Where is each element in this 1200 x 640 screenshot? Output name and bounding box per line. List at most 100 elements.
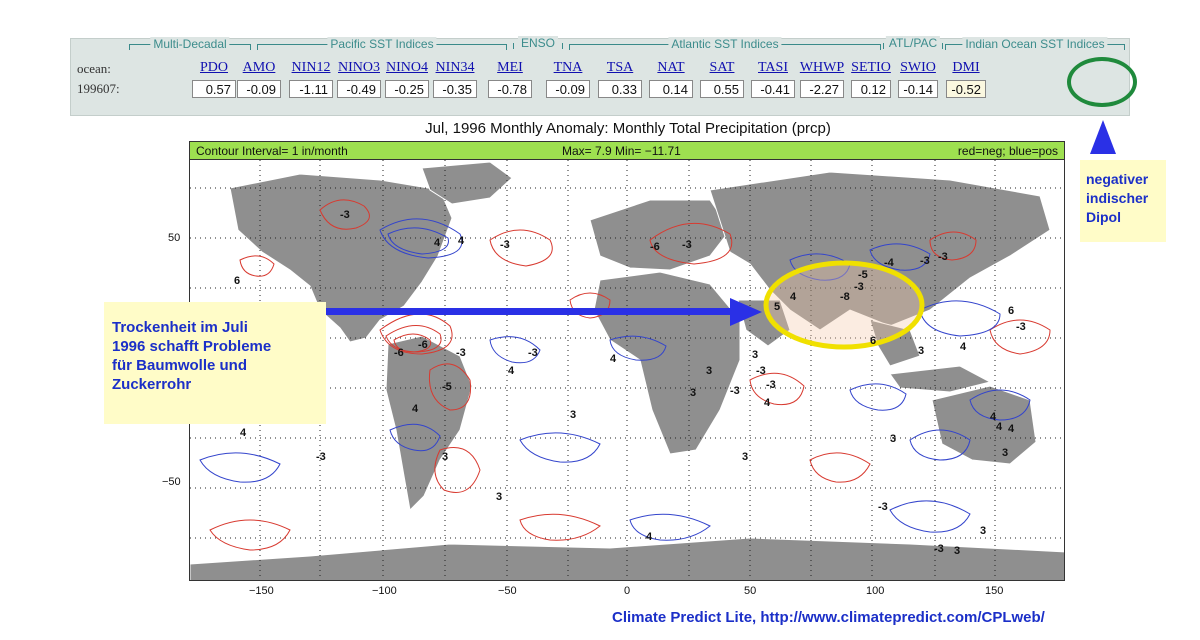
- highlight-ellipse: [763, 260, 925, 350]
- contour-value-label: 3: [690, 387, 696, 399]
- index-link-nino4[interactable]: NINO4: [386, 60, 428, 75]
- contour-value-label: -6: [650, 241, 660, 253]
- contour-value-label: 3: [496, 491, 502, 503]
- dmi-pointer-arrow: [1090, 120, 1116, 154]
- index-value-tna: -0.09: [546, 80, 590, 98]
- contour-value-label: 4: [646, 531, 653, 543]
- greenland-shape: [421, 161, 513, 205]
- contour-value-label: 6: [234, 275, 240, 287]
- index-value-dmi: -0.52: [946, 80, 986, 98]
- negative-contours: [209, 199, 1051, 551]
- x-tick-label: −50: [498, 585, 517, 597]
- row-label-date: 199607:: [77, 81, 120, 96]
- index-link-nin34[interactable]: NIN34: [435, 60, 475, 75]
- group-label: Multi-Decadal: [150, 37, 230, 51]
- x-tick-label: −100: [372, 585, 397, 597]
- contour-value-label: 4: [990, 411, 997, 423]
- index-value-nin34: -0.35: [433, 80, 477, 98]
- contour-value-label: -5: [442, 381, 452, 393]
- contour-value-label: -4: [884, 257, 895, 269]
- contour-value-label: -6: [418, 339, 428, 351]
- index-link-mei[interactable]: MEI: [497, 60, 523, 75]
- contour-value-label: 4: [790, 291, 797, 303]
- contour-value-label: 3: [742, 451, 748, 463]
- contour-value-label: 3: [570, 409, 576, 421]
- x-tick-label: 0: [624, 585, 631, 597]
- contour-value-label: -3: [938, 251, 948, 263]
- index-value-setio: 0.12: [851, 80, 891, 98]
- index-link-sat[interactable]: SAT: [709, 60, 735, 75]
- contour-value-label: -3: [756, 365, 766, 377]
- annotation-note-drought: Trockenheit im Juli 1996 schafft Problem…: [104, 302, 326, 424]
- x-tick-label: 100: [866, 585, 885, 597]
- world-map-svg: -3-6-34 4 -36-5-344-6 -3-6-8-345 663 444 43334…: [190, 160, 1064, 580]
- note-line: Trockenheit im Juli: [112, 319, 248, 336]
- note-line: indischer: [1086, 190, 1149, 206]
- contour-value-label: 3: [890, 433, 896, 445]
- x-tick-label: 150: [985, 585, 1004, 597]
- index-link-nin12[interactable]: NIN12: [291, 60, 331, 75]
- contour-value-label: 3: [752, 349, 758, 361]
- contour-value-label: 6: [870, 335, 876, 347]
- note-line: 1996 schafft Probleme: [112, 338, 272, 355]
- group-label: ENSO: [517, 36, 559, 50]
- index-value-pdo: 0.57: [192, 80, 236, 98]
- index-link-pdo[interactable]: PDO: [199, 60, 229, 75]
- contour-value-label: 4: [764, 397, 771, 409]
- group-indian: Indian Ocean SST Indices: [945, 37, 1125, 58]
- group-pacific: Pacific SST Indices: [257, 37, 507, 58]
- note-line: Zuckerrohr: [112, 376, 192, 393]
- contour-value-label: -3: [682, 239, 692, 251]
- group-multi-decadal: Multi-Decadal: [129, 37, 251, 58]
- contour-value-label: 4: [240, 427, 247, 439]
- contour-value-label: -3: [456, 347, 466, 359]
- contour-value-label: 4: [610, 353, 617, 365]
- europe-shape: [589, 199, 731, 271]
- y-tick-label: 50: [168, 232, 181, 244]
- contour-value-label: -3: [934, 543, 944, 555]
- contour-value-label: 3: [954, 545, 960, 557]
- index-link-swio[interactable]: SWIO: [900, 60, 936, 75]
- contour-value-label: -3: [854, 281, 864, 293]
- contour-value-label: 6: [1008, 305, 1014, 317]
- index-value-whwp: -2.27: [800, 80, 844, 98]
- contour-value-label: -3: [500, 239, 510, 251]
- x-tick-label: −150: [249, 585, 274, 597]
- dmi-highlight-circle: [1067, 57, 1137, 107]
- index-value-nin12: -1.11: [289, 80, 333, 98]
- source-credit: Climate Predict Lite, http://www.climate…: [612, 609, 1045, 626]
- group-enso: ENSO: [513, 36, 563, 58]
- contour-value-label: 5: [774, 301, 780, 313]
- contour-labels: -3-6-34 4 -36-5-344-6 -3-6-8-345 663 444 43334…: [234, 209, 1026, 557]
- index-link-tsa[interactable]: TSA: [606, 60, 634, 75]
- index-link-nino3[interactable]: NINO3: [338, 60, 380, 75]
- index-link-whwp[interactable]: WHWP: [799, 60, 845, 75]
- index-link-tna[interactable]: TNA: [553, 60, 583, 75]
- index-link-nat[interactable]: NAT: [657, 60, 685, 75]
- contour-value-label: -3: [920, 255, 930, 267]
- group-label: Indian Ocean SST Indices: [962, 37, 1108, 51]
- index-link-amo[interactable]: AMO: [242, 60, 276, 75]
- index-link-dmi[interactable]: DMI: [952, 60, 980, 75]
- contour-value-label: 4: [434, 237, 441, 249]
- australia-shape: [931, 385, 1037, 465]
- contour-value-label: 4: [960, 341, 967, 353]
- index-value-nino4: -0.25: [385, 80, 429, 98]
- land-masses: [190, 161, 1064, 580]
- contour-value-label: 4: [996, 421, 1003, 433]
- sst-index-panel: Multi-Decadal Pacific SST Indices ENSO A…: [70, 36, 1130, 116]
- south-america-shape: [385, 335, 473, 512]
- y-tick-label: −50: [162, 476, 181, 488]
- contour-interval-text: Contour Interval= 1 in/month: [196, 144, 348, 158]
- group-atl-pac: ATL/PAC: [883, 36, 943, 58]
- note-line: für Baumwolle und: [112, 357, 247, 374]
- index-value-swio: -0.14: [898, 80, 938, 98]
- contour-value-label: 3: [706, 365, 712, 377]
- note-line: Dipol: [1086, 209, 1121, 225]
- index-link-setio[interactable]: SETIO: [851, 60, 891, 75]
- color-legend-text: red=neg; blue=pos: [957, 144, 1058, 158]
- precipitation-anomaly-map: Contour Interval= 1 in/month Max= 7.9 Mi…: [189, 141, 1065, 581]
- index-link-tasi[interactable]: TASI: [758, 60, 788, 75]
- contour-value-label: -8: [840, 291, 850, 303]
- contour-value-label: 4: [458, 235, 465, 247]
